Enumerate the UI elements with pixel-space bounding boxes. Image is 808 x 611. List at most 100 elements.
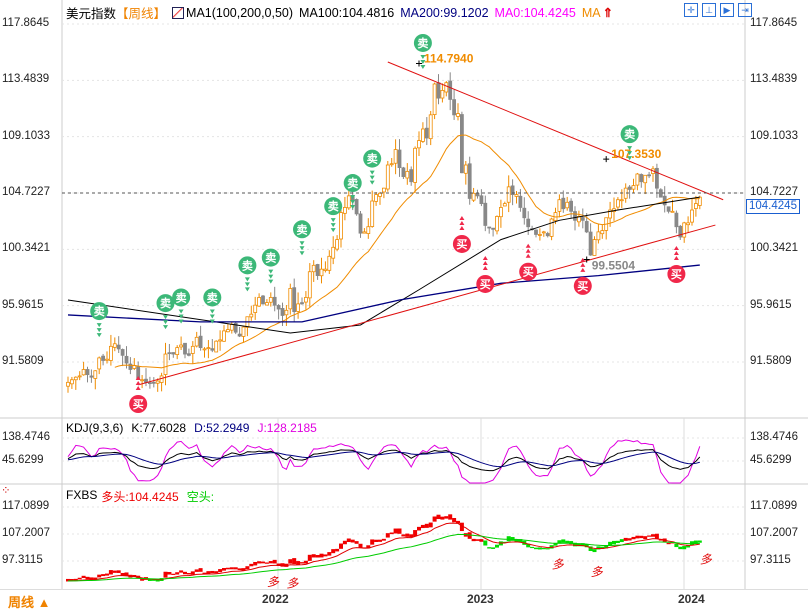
ma-indicator-icon[interactable] xyxy=(172,6,185,19)
candle-body xyxy=(631,185,636,190)
candle-body xyxy=(452,99,457,116)
kdj-j-line xyxy=(67,439,701,484)
play-icon[interactable]: ▶ xyxy=(720,3,734,17)
kdj-name: KDJ(9,3,6) xyxy=(66,421,124,435)
price-axis-label: 104.7227 xyxy=(750,186,798,198)
candle-body xyxy=(440,90,445,99)
buy-arrow-icon xyxy=(482,255,488,260)
ma100-value: MA100:104.4816 xyxy=(299,5,395,20)
fxbs-bar xyxy=(561,539,566,543)
fxbs-bar xyxy=(483,540,488,546)
fxbs-bar xyxy=(600,546,605,549)
extreme-marker-icon xyxy=(583,256,590,263)
candle-body xyxy=(498,207,503,218)
candle-body xyxy=(296,303,301,312)
candle-body xyxy=(471,192,476,201)
fxbs-bar xyxy=(432,516,437,522)
sell-arrow-icon xyxy=(330,223,336,228)
sell-signal-label: 卖 xyxy=(417,36,428,50)
candle-body xyxy=(655,167,659,189)
fxbs-bar xyxy=(253,561,258,566)
fxbs-bar xyxy=(686,544,691,548)
fxbs-bar xyxy=(389,532,394,535)
candle-body xyxy=(393,149,398,164)
kdj-d: D:52.2949 xyxy=(194,421,250,435)
period-label[interactable]: 【周线】 xyxy=(116,7,167,21)
candle-body xyxy=(292,287,297,313)
sell-arrow-icon xyxy=(178,319,184,324)
fxbs-bar xyxy=(475,539,480,541)
sell-arrow-icon xyxy=(96,323,102,328)
sell-arrow-icon xyxy=(299,251,305,256)
candle-body xyxy=(475,192,480,197)
sell-signal-badge xyxy=(238,256,257,275)
candle-body xyxy=(374,194,379,202)
candle-body xyxy=(77,375,82,378)
sell-arrow-icon xyxy=(209,309,215,314)
exit-icon[interactable]: ⇥ xyxy=(738,3,752,17)
candle-body xyxy=(233,322,238,333)
price-axis-label: 113.4839 xyxy=(2,73,50,86)
fxbs-bar xyxy=(108,570,113,575)
indicator-icon[interactable]: ⊥ xyxy=(702,3,716,17)
period-selector[interactable]: 周线 ▲ xyxy=(8,595,51,610)
fxbs-bar xyxy=(674,543,679,548)
fxbs-bar xyxy=(420,524,425,529)
chart-header: 美元指数 【周线】 MA1(100,200,0,50) MA100:104.48… xyxy=(66,3,613,22)
price-axis-label: 100.3421 xyxy=(750,242,798,255)
candle-body xyxy=(261,295,265,305)
candle-body xyxy=(140,379,145,382)
candle-body xyxy=(588,231,593,256)
fxbs-bar xyxy=(73,578,78,582)
fxbs-bar xyxy=(280,563,285,567)
fxbs-bar xyxy=(163,571,168,578)
ma-orange-line xyxy=(114,134,700,369)
fxbs-bar xyxy=(514,539,519,542)
buy-signal-badge xyxy=(573,276,592,295)
arrow-up-icon[interactable]: ⇑ xyxy=(602,6,614,20)
candle-body xyxy=(81,369,86,376)
sell-signal-badge xyxy=(90,302,109,321)
candle-body xyxy=(97,357,102,370)
candle-body xyxy=(214,340,219,353)
fxbs-bar xyxy=(229,567,234,570)
price-annotation: 107.3530 xyxy=(611,147,661,161)
fxbs-bar xyxy=(584,544,589,548)
fxbs-bar xyxy=(397,528,402,534)
candle-body xyxy=(264,302,269,306)
candle-body xyxy=(463,164,468,174)
candle-body xyxy=(109,345,113,361)
sell-arrow-icon xyxy=(209,319,215,324)
candle-body xyxy=(510,185,515,195)
sell-arrow-icon xyxy=(163,325,168,330)
candle-body xyxy=(206,347,211,350)
candle-body xyxy=(171,352,176,355)
fxbs-bar xyxy=(331,549,336,554)
fxbs-bar xyxy=(378,539,382,542)
ma0-value: MA0:104.4245 xyxy=(494,5,576,20)
candle-body xyxy=(339,212,343,240)
candle-body xyxy=(545,233,550,237)
sell-arrow-icon xyxy=(330,218,336,223)
candle-body xyxy=(198,335,203,349)
fxbs-bar xyxy=(631,536,636,540)
fxbs-bar xyxy=(370,539,375,545)
settings-dot-icon[interactable]: ⁘ xyxy=(1,485,11,497)
candle-body xyxy=(249,313,254,318)
candle-body xyxy=(627,186,632,190)
kdj-k-line xyxy=(67,449,701,472)
sell-arrow-icon xyxy=(178,314,184,319)
candle-body xyxy=(389,163,394,166)
crosshair-icon[interactable]: ✛ xyxy=(684,3,698,17)
candle-body xyxy=(409,169,414,183)
fxbs-bar xyxy=(342,540,347,545)
sell-signal-badge xyxy=(156,294,175,313)
candle-body xyxy=(241,326,246,337)
candle-body xyxy=(327,255,332,271)
current-price-tag: 104.4245 xyxy=(746,199,800,214)
fxbs-bar xyxy=(147,578,152,581)
fxbs-bar xyxy=(428,522,433,528)
candle-body xyxy=(89,375,94,378)
sell-signal-badge xyxy=(172,288,191,307)
